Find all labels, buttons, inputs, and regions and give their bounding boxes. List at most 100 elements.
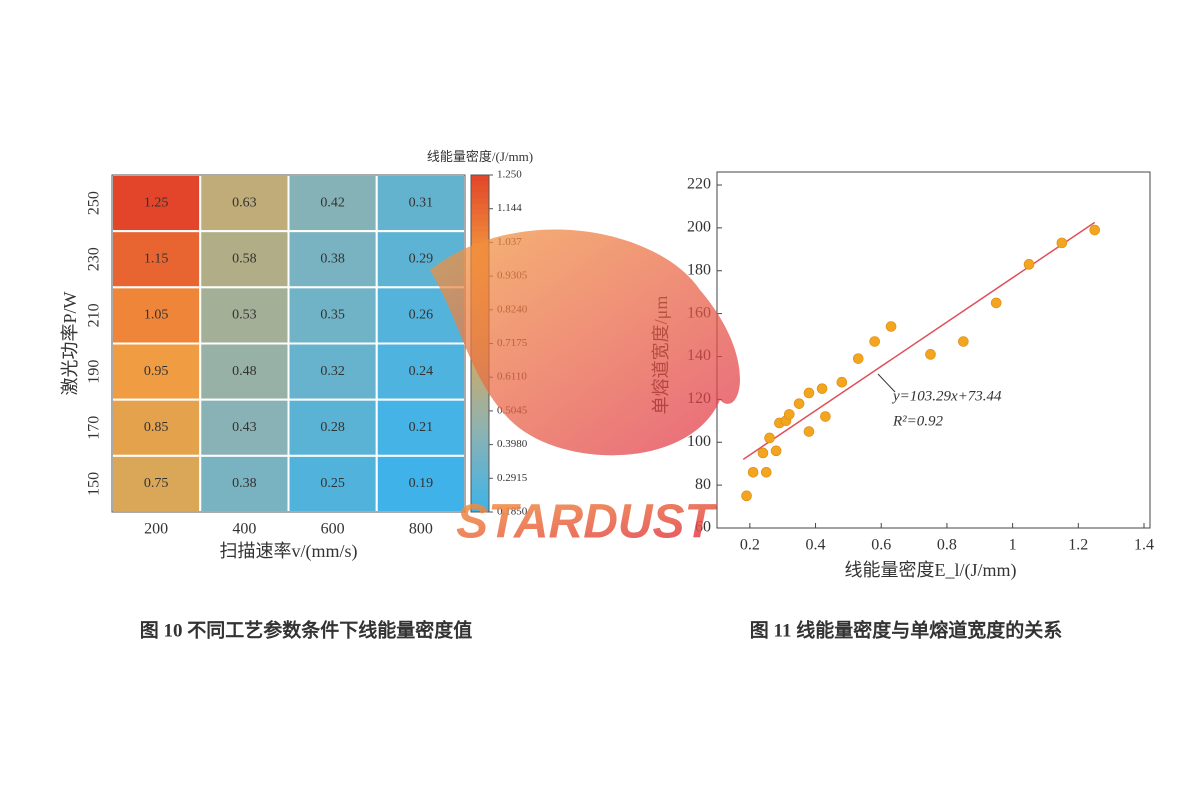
cell — [199, 398, 290, 457]
y-tick-label: 250 — [86, 191, 103, 215]
cell-label: 0.43 — [232, 420, 257, 435]
colorbar-step — [471, 438, 489, 446]
point — [747, 466, 759, 478]
colorbar-step — [471, 444, 489, 451]
cell-label: 0.24 — [409, 364, 434, 379]
colorbar-step — [471, 377, 489, 384]
y-tick-label: 230 — [86, 247, 103, 271]
point — [793, 398, 805, 409]
point — [741, 490, 752, 502]
colorbar-tick-label: 1.144 — [497, 202, 522, 214]
cell-label: 0.26 — [409, 308, 434, 323]
y-tick-label: 180 — [687, 261, 711, 278]
colorbar-step — [471, 478, 489, 485]
point — [925, 349, 936, 360]
colorbar-step — [471, 231, 489, 238]
point — [852, 353, 864, 364]
colorbar-step — [471, 382, 489, 389]
colorbar-step — [471, 500, 489, 507]
cell-label: 1.25 — [144, 195, 169, 210]
colorbar-step — [471, 472, 489, 479]
cell-label: 0.32 — [320, 364, 345, 379]
x-tick-label: 0.2 — [740, 537, 760, 554]
point — [770, 445, 782, 457]
cell — [375, 342, 466, 401]
annotation-arrow — [877, 373, 896, 393]
caption: 图 10 不同工艺参数条件下线能量密度值 — [140, 618, 473, 641]
point — [885, 321, 897, 332]
y-tick-label: 220 — [687, 176, 711, 193]
cell-label: 0.95 — [144, 364, 169, 379]
point — [836, 376, 848, 388]
colorbar-step — [471, 197, 489, 204]
colorbar-step — [471, 427, 489, 434]
x-tick-label: 400 — [232, 521, 256, 538]
cell-label: 0.38 — [232, 476, 257, 491]
colorbar-step — [471, 388, 489, 395]
cell-label: 0.19 — [409, 476, 434, 491]
point — [1056, 237, 1068, 249]
colorbar-step — [471, 180, 489, 187]
cell — [287, 398, 378, 457]
point — [1023, 259, 1035, 270]
colorbar-tick-label: 0.1850 — [497, 506, 528, 518]
cell-label: 0.53 — [232, 308, 257, 323]
colorbar-step — [471, 416, 489, 423]
cell-label: 0.29 — [409, 251, 434, 266]
colorbar-step — [471, 394, 489, 401]
x-tick-label: 1.4 — [1134, 537, 1154, 554]
colorbar-step — [471, 410, 489, 418]
y-tick-label: 210 — [86, 303, 103, 327]
cell-label: 0.31 — [409, 195, 434, 210]
point — [803, 387, 815, 399]
y-axis-label: 激光功率P/W — [60, 291, 80, 395]
colorbar-step — [471, 175, 489, 182]
colorbar-step — [471, 399, 489, 406]
cell-label: 0.25 — [320, 476, 345, 491]
watermark-shape — [430, 229, 740, 456]
x-tick-label: 0.8 — [937, 537, 957, 554]
cell-label: 1.15 — [144, 251, 169, 266]
colorbar-step — [471, 203, 489, 210]
colorbar-step — [471, 489, 489, 496]
cell — [199, 454, 290, 514]
watermark: STARDUST — [456, 496, 717, 549]
point — [990, 297, 1002, 309]
x-tick-label: 0.4 — [806, 537, 826, 554]
colorbar-step — [471, 225, 489, 232]
point — [803, 426, 815, 437]
x-tick-label: 600 — [321, 521, 345, 538]
y-tick-label: 60 — [695, 519, 711, 536]
y-tick-label: 150 — [86, 472, 103, 496]
annotation: R²=0.92 — [892, 413, 944, 429]
cell-label: 0.48 — [232, 364, 257, 379]
y-tick-label: 190 — [86, 360, 103, 384]
cell — [199, 174, 290, 233]
cell-label: 0.58 — [232, 251, 257, 266]
colorbar-step — [471, 214, 489, 221]
point — [958, 336, 969, 347]
colorbar-tick-label: 1.250 — [497, 169, 522, 181]
colorbar-step — [471, 433, 489, 440]
y-tick-label: 80 — [695, 476, 711, 493]
cell-label: 0.21 — [409, 420, 434, 435]
cell-label: 0.28 — [320, 420, 345, 435]
colorbar-step — [471, 405, 489, 412]
colorbar-step — [471, 236, 489, 243]
cell — [375, 398, 466, 457]
cell-label: 0.35 — [320, 308, 345, 323]
colorbar-step — [471, 461, 489, 468]
cell — [199, 342, 290, 401]
colorbar-step — [471, 467, 489, 474]
cell — [287, 454, 378, 514]
cell — [199, 286, 290, 345]
colorbar-step — [471, 455, 489, 462]
cell-label: 1.05 — [144, 308, 169, 323]
colorbar-step — [471, 422, 489, 429]
colorbar-step — [471, 208, 489, 215]
colorbar-step — [471, 186, 489, 193]
point — [757, 447, 769, 459]
colorbar-step — [471, 483, 489, 491]
x-axis-label: 扫描速率v/(mm/s) — [220, 541, 358, 562]
